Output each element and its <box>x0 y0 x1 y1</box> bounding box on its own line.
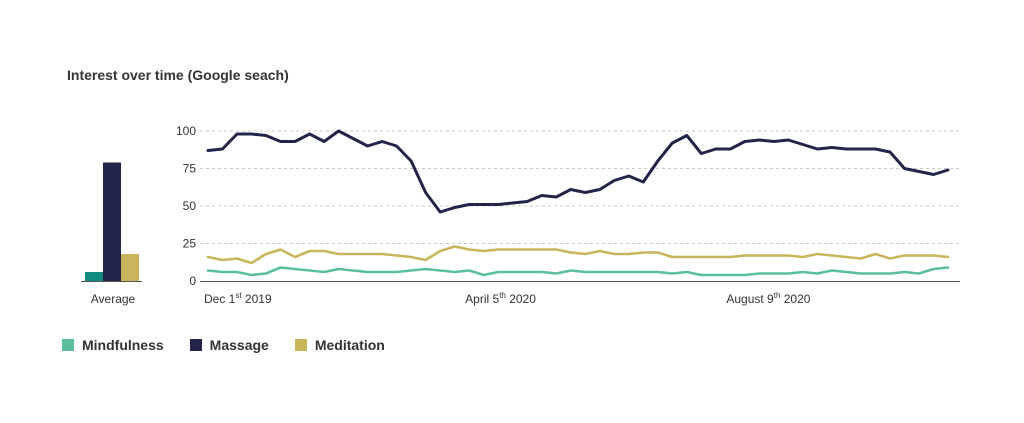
series-line-massage <box>206 129 950 214</box>
legend-label: Massage <box>209 337 269 353</box>
series-line-meditation <box>206 245 950 265</box>
x-tick-label: April 5th 2020 <box>465 291 536 306</box>
x-tick-label-ordinal: st <box>235 291 242 300</box>
y-tick-label: 25 <box>183 237 197 251</box>
legend-swatch <box>189 339 202 351</box>
legend-swatch <box>62 339 74 351</box>
series-line-mindfulness <box>206 266 950 277</box>
x-tick-label-ordinal: th <box>774 291 781 300</box>
y-tick-label: 75 <box>183 162 197 176</box>
legend-label: Meditation <box>314 337 385 353</box>
chart-legend: Mindfulness Massage Meditation <box>62 337 385 353</box>
x-tick-label: Dec 1st 2019 <box>204 291 272 306</box>
x-tick-label-base: April 5 <box>465 292 499 306</box>
x-tick-label-year: 2019 <box>242 292 272 306</box>
x-tick-label-base: August 9 <box>726 292 774 306</box>
average-bar-mindfulness <box>85 272 103 281</box>
chart-title: Interest over time (Google seach) <box>67 67 289 83</box>
legend-label: Mindfulness <box>82 337 164 353</box>
average-label: Average <box>91 292 136 306</box>
legend-item-meditation: Meditation <box>294 337 385 353</box>
x-tick-label: August 9th 2020 <box>726 291 810 306</box>
y-tick-label: 50 <box>183 199 197 213</box>
average-bar-massage <box>103 162 121 281</box>
x-tick-label-base: Dec 1 <box>204 292 236 306</box>
legend-swatch <box>294 339 307 351</box>
x-tick-label-year: 2020 <box>506 292 536 306</box>
y-tick-label: 0 <box>189 274 196 288</box>
legend-item-massage: Massage <box>189 337 269 353</box>
average-bar-meditation <box>121 254 139 281</box>
y-tick-label: 100 <box>176 124 196 138</box>
x-tick-label-ordinal: th <box>499 291 506 300</box>
x-tick-label-year: 2020 <box>780 292 810 306</box>
legend-item-mindfulness: Mindfulness <box>62 337 164 353</box>
